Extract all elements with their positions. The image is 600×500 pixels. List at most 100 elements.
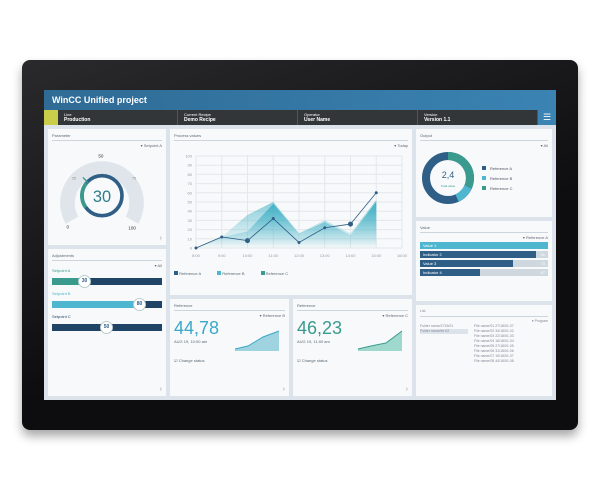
status-operator: Operator User Name (298, 110, 418, 125)
program-dropdown[interactable]: ▾ Program (531, 319, 548, 323)
setpoint-slider[interactable]: 80 (52, 298, 162, 311)
folder-item[interactable]: Folder name/int 02 (420, 329, 468, 334)
slider-handle[interactable]: 80 (133, 298, 146, 311)
reference-value: 46,23 (297, 318, 343, 338)
parameter-card: Parameter ▾ Setpoint A 30 0 25 50 75 100… (48, 129, 166, 245)
app-title: WinCC Unified project (44, 90, 556, 110)
data-point (220, 235, 224, 239)
setpoint-label: Setpoint A (52, 268, 71, 273)
output-dropdown[interactable]: ▾ All (540, 143, 548, 148)
gauge: 30 0 25 50 75 100 (60, 153, 144, 230)
x-tick-label: 12:00 (294, 253, 305, 258)
x-tick-label: 13:00 (320, 253, 331, 258)
legend-item: Reference B (490, 176, 513, 181)
gauge-tick: 25 (72, 176, 76, 180)
reference-card-1: Reference ▾ Reference B 44,78 AUG 19, 10… (170, 299, 289, 396)
y-tick-label: 80 (188, 172, 193, 177)
data-point (374, 191, 378, 195)
filter-dropdown[interactable]: ▾ All (154, 263, 162, 268)
chevron-right-icon[interactable]: › (159, 386, 162, 393)
data-point (323, 226, 327, 230)
file-item[interactable]: File name/07 19/18/01.07 (474, 354, 514, 358)
y-tick-label: 10 (188, 236, 193, 241)
legend-item: Reference C (260, 271, 288, 276)
x-tick-label: 11:00 (268, 253, 278, 258)
chevron-right-icon[interactable]: › (282, 386, 285, 393)
slider-handle[interactable]: 30 (78, 275, 91, 288)
x-tick-label: 9:00 (218, 253, 227, 258)
value-card: Value ▾ Reference A Value 1 Indicator 2 91… (416, 221, 552, 301)
change-status-checkbox[interactable]: ☑ Change status (297, 358, 328, 363)
card-title: Output (420, 133, 548, 141)
bar-label: Indicator 4 (423, 270, 442, 275)
y-tick-label: 90 (188, 163, 193, 168)
gauge-tick: 50 (98, 153, 104, 158)
y-tick-label: 40 (188, 209, 193, 214)
slider-handle[interactable]: 50 (100, 321, 113, 334)
value-bar: Indicator 2 91 (420, 251, 548, 258)
card-title: Reference (297, 303, 408, 311)
setpoint-label: Setpoint C (52, 314, 71, 319)
bar-label: Indicator 2 (423, 252, 442, 257)
legend-item: Reference A (490, 166, 512, 171)
file-item[interactable]: File name/04 18/18/01.04 (474, 339, 514, 343)
bar-value: 91 (540, 252, 545, 257)
bar-value: 47 (540, 270, 545, 275)
setpoint-dropdown[interactable]: ▾ Setpoint A (140, 143, 162, 148)
chevron-right-icon[interactable]: › (405, 386, 408, 393)
process-values-card: Process values ▾ Today 0 10 20 30 40 50 60 70 80… (170, 129, 412, 295)
screen: WinCC Unified project Line Production Cur… (44, 90, 556, 400)
setpoint-label: Setpoint B (52, 291, 71, 296)
donut-caption: Total value (441, 184, 456, 188)
file-item[interactable]: File name/03 22/18/01.03 (474, 334, 514, 338)
series-area-reference-b (196, 202, 377, 248)
change-status-checkbox[interactable]: ☑ Change status (174, 358, 205, 363)
line-indicator (44, 110, 58, 125)
reference-card-2: Reference ▾ Reference C 46,23 AUG 19, 11… (293, 299, 412, 396)
file-item[interactable]: File name/01 27/18/01.07 (474, 324, 514, 328)
value-dropdown[interactable]: ▾ Reference A (522, 235, 548, 240)
reference-dropdown[interactable]: ▾ Reference B (259, 313, 285, 318)
data-point (297, 240, 301, 244)
output-card: Output ▾ All 2,4 Total value Reference A… (416, 129, 552, 217)
setpoint-slider[interactable]: 50 (52, 321, 162, 334)
series-line-reference-a (195, 192, 377, 249)
data-point (245, 238, 250, 244)
file-item[interactable]: File name/08 44/18/01.08 (474, 359, 514, 363)
legend-item: Reference B (217, 271, 245, 276)
bar-value: 73 (540, 261, 545, 266)
card-title: List (420, 309, 548, 317)
file-item[interactable]: File name/02 34/18/01.02 (474, 329, 514, 333)
process-chart: 0 10 20 30 40 50 60 70 80 90 100 8:00 9:00 10:00 11:00… (185, 154, 407, 259)
gauge-value: 30 (93, 188, 111, 206)
status-recipe: Current Recipe Demo Recipe (178, 110, 298, 125)
sparkline (357, 330, 403, 351)
hmi-panel: WinCC Unified project Line Production Cur… (22, 60, 578, 430)
file-item[interactable]: File name/05 27/18/01.05 (474, 344, 514, 348)
list-card: List ▾ Program Folder name/2715/01 Folder… (416, 305, 552, 396)
range-dropdown[interactable]: ▾ Today (394, 143, 408, 148)
card-title: Value (420, 225, 548, 233)
gauge-tick: 75 (132, 176, 136, 180)
hamburger-menu-icon[interactable]: ☰ (538, 110, 556, 125)
x-tick-label: 15:00 (371, 253, 382, 258)
data-point (194, 246, 198, 250)
data-point (348, 221, 353, 227)
legend-item: Reference C (490, 186, 513, 191)
donut-chart: 2,4 Total value Reference A Reference B … (422, 152, 513, 204)
status-line: Line Production (58, 110, 178, 125)
x-tick-label: 10:00 (242, 253, 253, 258)
folder-item[interactable]: Folder name/2715/01 (420, 324, 454, 328)
x-tick-label: 8:00 (192, 253, 201, 258)
setpoint-slider[interactable]: 30 (52, 275, 162, 288)
status-version: Version Version 1.1 (418, 110, 538, 125)
y-tick-label: 60 (188, 190, 193, 195)
y-tick-label: 20 (188, 227, 193, 232)
bar-label: Value 1 (423, 243, 437, 248)
y-tick-label: 30 (188, 218, 193, 223)
file-item[interactable]: File name/06 31/18/01.06 (474, 349, 514, 353)
chevron-right-icon[interactable]: › (159, 235, 162, 242)
reference-dropdown[interactable]: ▾ Reference C (382, 313, 408, 318)
card-title: Reference (174, 303, 285, 311)
y-tick-label: 50 (188, 200, 193, 205)
